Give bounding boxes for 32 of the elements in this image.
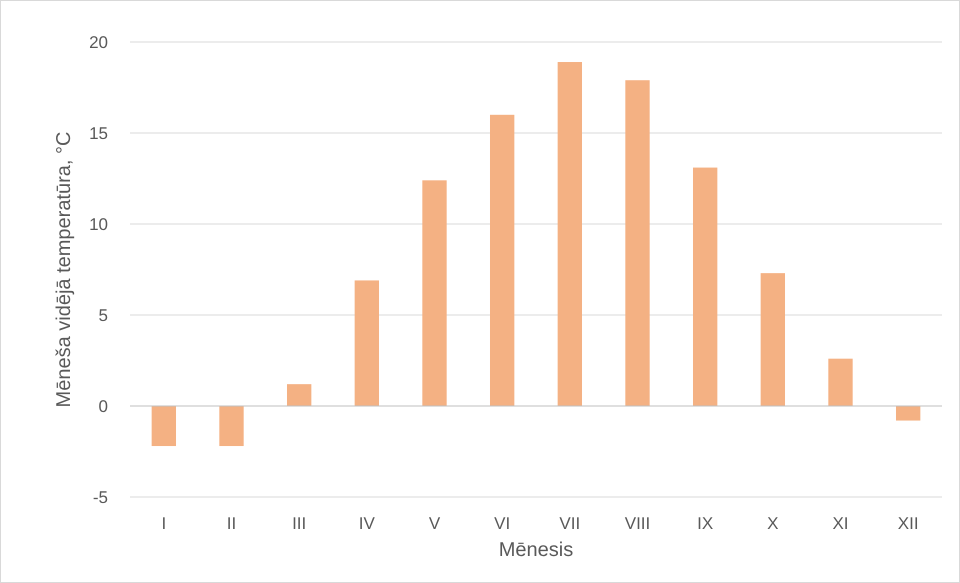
bar bbox=[558, 62, 582, 406]
bar bbox=[625, 80, 650, 406]
bar bbox=[354, 280, 380, 406]
y-tick-label: -5 bbox=[92, 488, 108, 507]
x-tick-label: XII bbox=[898, 514, 919, 533]
y-tick-label: 0 bbox=[98, 396, 108, 416]
bar bbox=[219, 406, 244, 446]
x-tick-label: X bbox=[767, 514, 779, 533]
x-tick-label: V bbox=[428, 514, 441, 533]
bar bbox=[422, 180, 447, 406]
y-tick-label: 20 bbox=[89, 32, 108, 52]
bar bbox=[896, 406, 920, 421]
bar bbox=[152, 406, 176, 446]
bar bbox=[692, 168, 718, 406]
x-tick-label: III bbox=[292, 514, 306, 533]
bar bbox=[286, 384, 312, 406]
x-axis-title: Mēnesis bbox=[498, 539, 574, 561]
x-tick-label: VII bbox=[559, 514, 580, 533]
y-tick-label: 5 bbox=[98, 306, 108, 325]
x-tick-label: VIII bbox=[624, 514, 650, 533]
bar bbox=[828, 358, 853, 406]
bar bbox=[760, 273, 786, 406]
y-axis-title: Mēneša vidējā temperatūra, °C bbox=[53, 132, 75, 408]
bar bbox=[490, 114, 514, 406]
x-tick-label: I bbox=[161, 514, 166, 533]
x-tick-label: IX bbox=[697, 514, 714, 533]
x-tick-label: XI bbox=[832, 514, 849, 533]
y-tick-label: 10 bbox=[89, 214, 108, 234]
x-tick-label: II bbox=[226, 514, 236, 533]
x-tick-label: IV bbox=[358, 514, 376, 533]
y-tick-label: 15 bbox=[89, 124, 108, 143]
x-tick-label: VI bbox=[494, 514, 510, 533]
